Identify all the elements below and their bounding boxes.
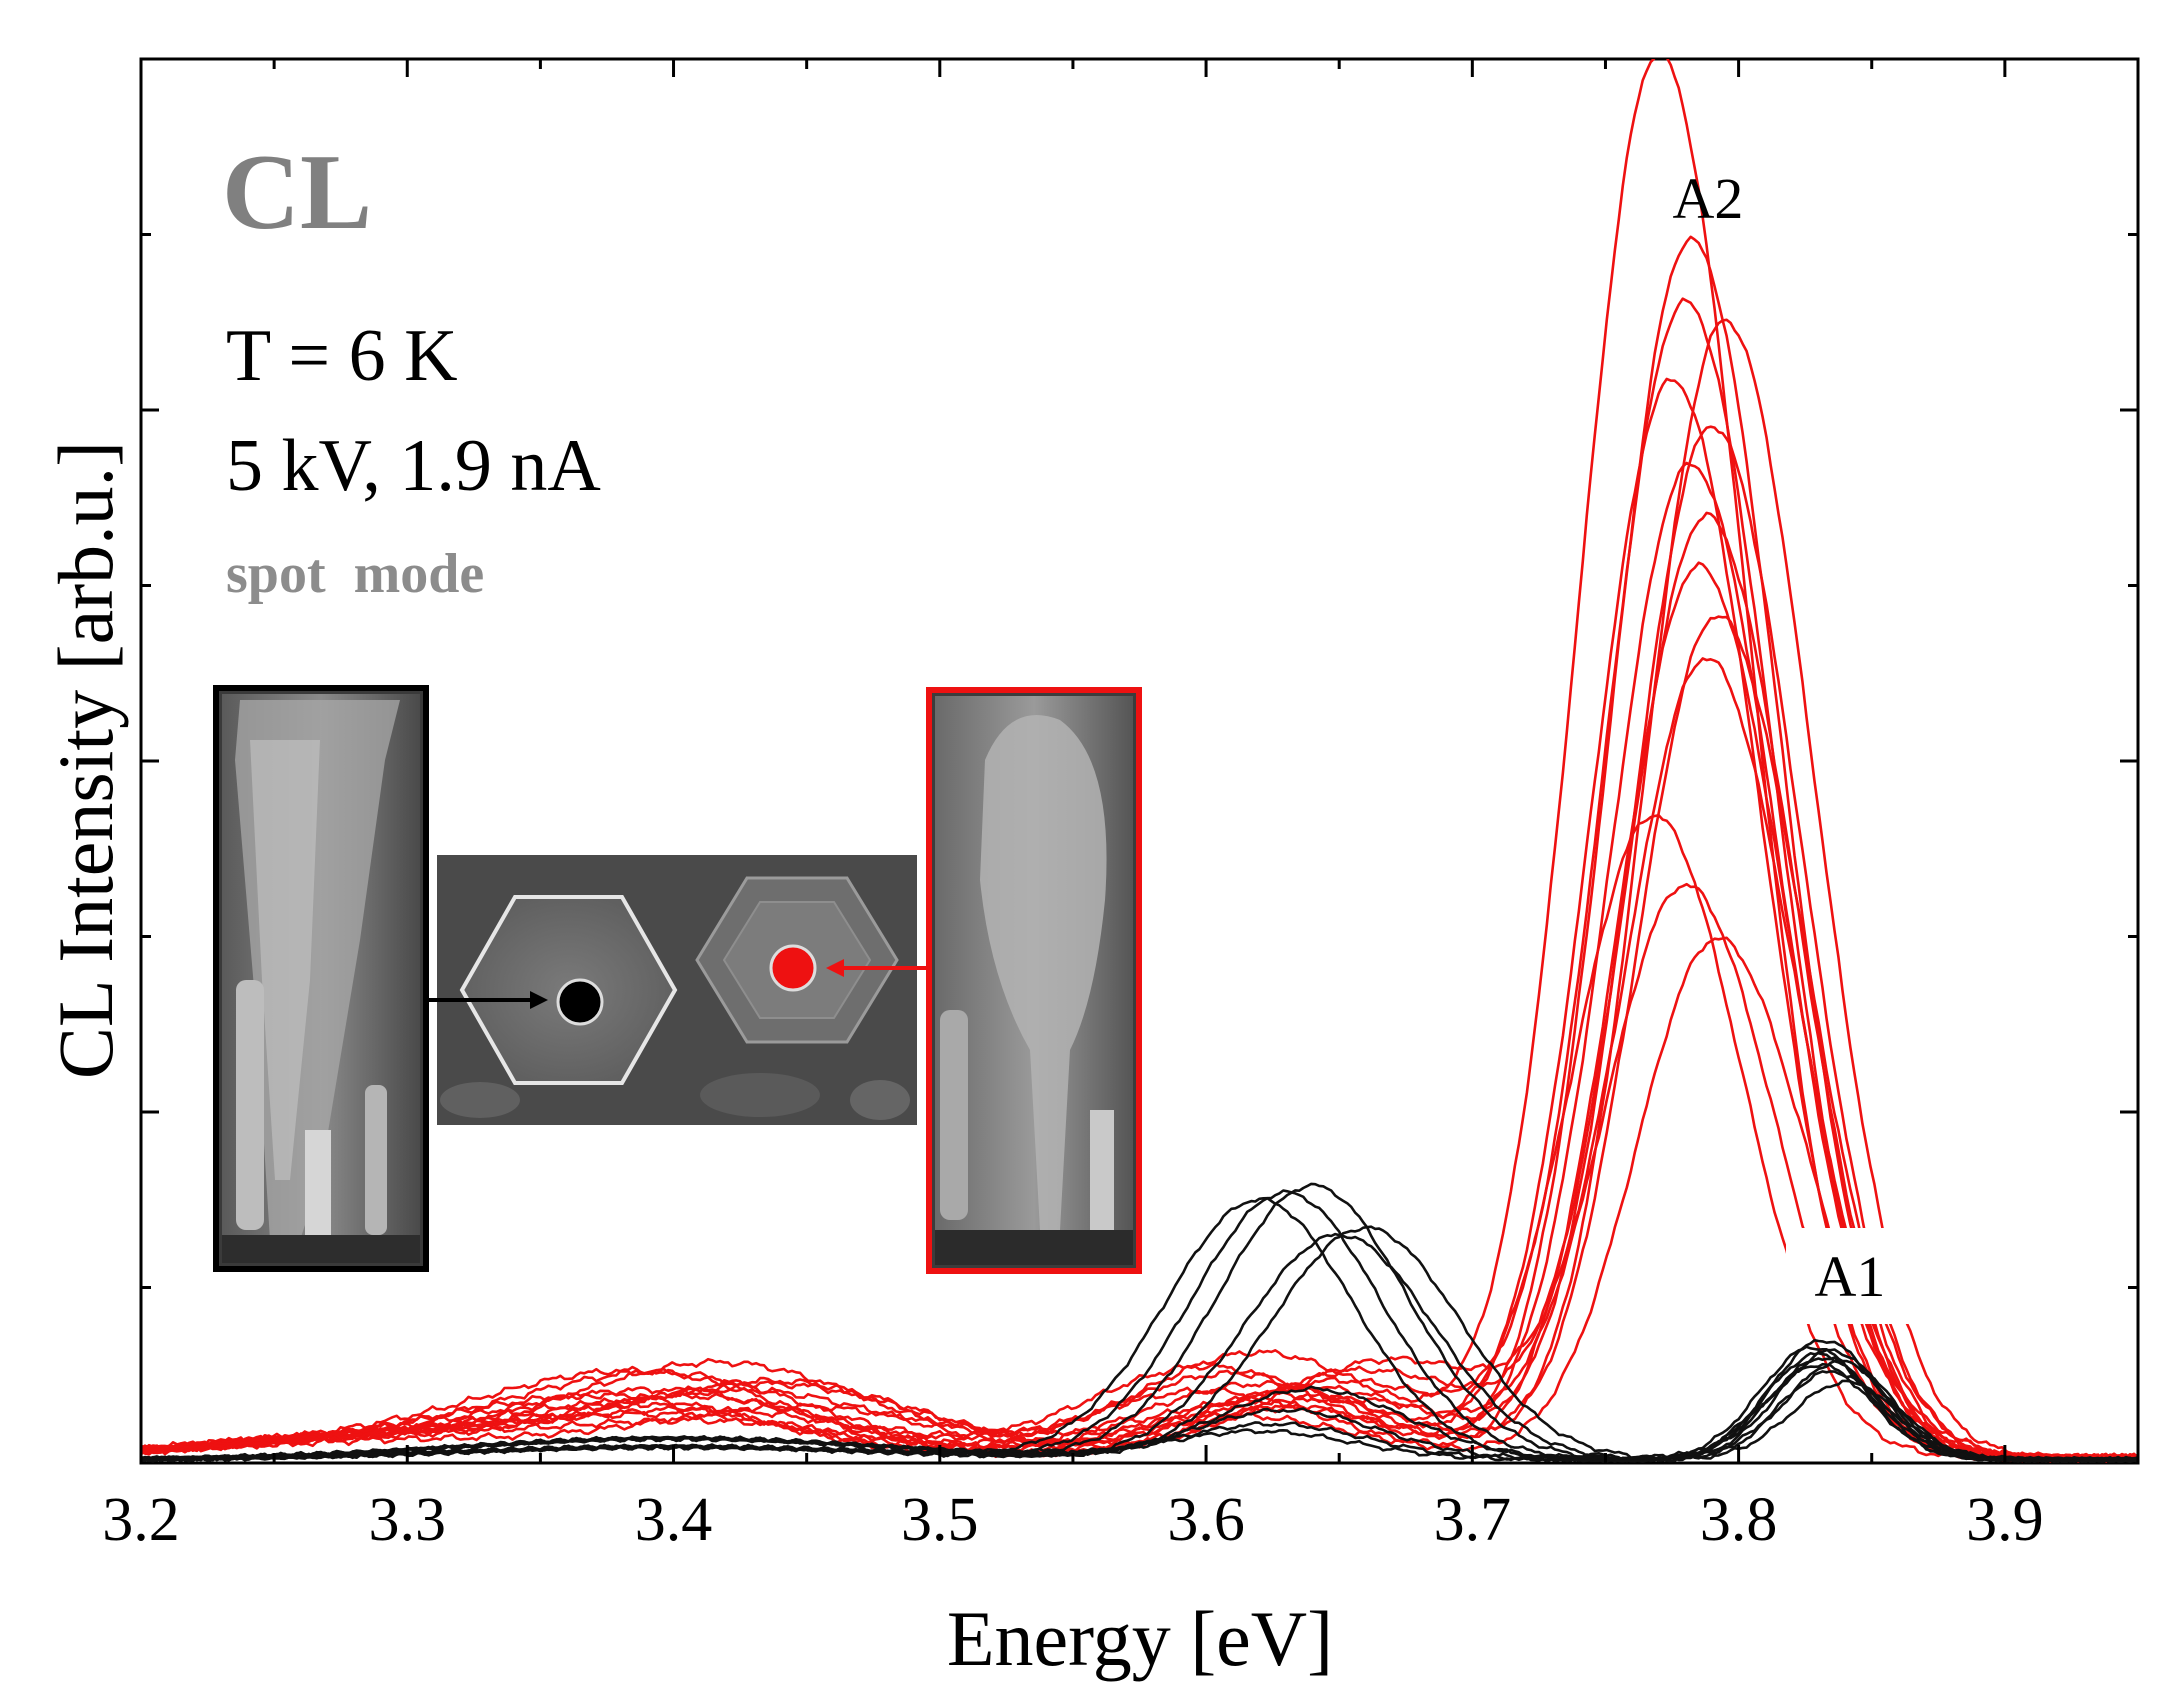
red-spectrum-line bbox=[141, 235, 2138, 1462]
peak-a1-label: A1 bbox=[1815, 1244, 1886, 1309]
x-tick-label: 3.8 bbox=[1700, 1486, 1778, 1554]
red-spectrum-line bbox=[141, 936, 2138, 1463]
red-spectrum-line bbox=[141, 425, 2138, 1462]
x-tick-label: 3.4 bbox=[635, 1486, 713, 1554]
red-spectrum-line bbox=[141, 615, 2138, 1463]
red-spectra-group bbox=[141, 59, 2138, 1463]
peak-a2-label: A2 bbox=[1673, 166, 1744, 231]
x-tick-label: 3.3 bbox=[369, 1486, 447, 1554]
mode-label: spot mode bbox=[226, 543, 484, 605]
x-axis-label: Energy [eV] bbox=[947, 1595, 1333, 1682]
sem-inset-right bbox=[926, 687, 1142, 1274]
peak-a1-label-background bbox=[1786, 1228, 1912, 1324]
black-excitation-spot bbox=[556, 978, 604, 1026]
beam-label: 5 kV, 1.9 nA bbox=[226, 425, 601, 507]
sem-inset-center bbox=[437, 855, 917, 1125]
y-axis-label: CL Intensity [arb.u.] bbox=[42, 441, 129, 1079]
black-spectrum-line bbox=[141, 1356, 2138, 1463]
red-excitation-spot bbox=[769, 944, 817, 992]
x-tick-label: 3.6 bbox=[1167, 1486, 1245, 1554]
panel-label: CL bbox=[222, 133, 372, 252]
sem-inset-left bbox=[213, 685, 429, 1272]
red-arrow bbox=[826, 959, 927, 977]
x-tick-label: 3.2 bbox=[102, 1486, 180, 1554]
red-spectrum-line bbox=[141, 377, 2138, 1462]
x-tick-label: 3.5 bbox=[901, 1486, 979, 1554]
x-tick-labels: 3.2 3.3 3.4 3.5 3.6 3.7 3.8 3.9 bbox=[102, 1486, 2043, 1554]
axis-ticks bbox=[139, 59, 2140, 1463]
black-arrow bbox=[428, 991, 548, 1009]
temperature-label: T = 6 K bbox=[226, 315, 458, 397]
x-tick-label: 3.7 bbox=[1434, 1486, 1512, 1554]
black-spectrum-line bbox=[141, 1379, 2138, 1463]
black-spectra-group bbox=[141, 1182, 2138, 1463]
x-tick-label: 3.9 bbox=[1966, 1486, 2044, 1554]
